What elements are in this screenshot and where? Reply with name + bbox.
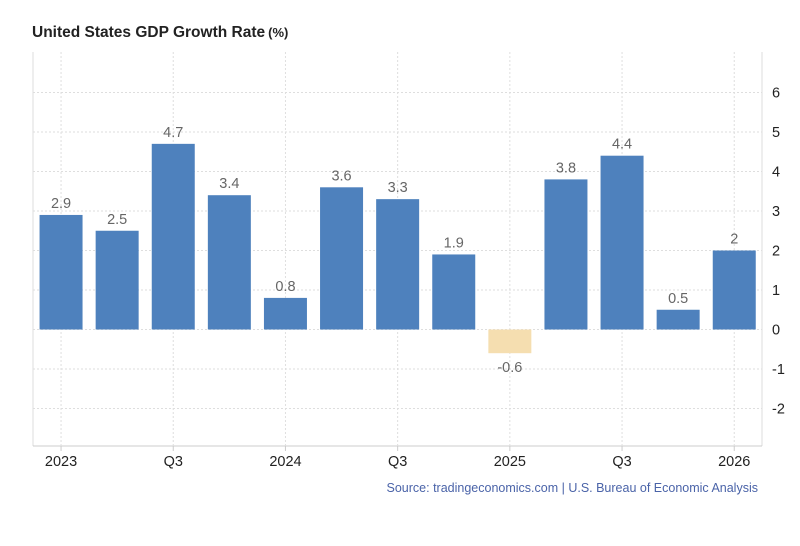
bar (207, 195, 251, 330)
x-axis: 2023 Q3 2024 Q3 2025 Q3 2026 (45, 454, 750, 470)
bar-layer (39, 143, 756, 354)
bar-value-label: 0.5 (668, 291, 688, 307)
bar-value-label: 3.8 (556, 160, 576, 176)
bar (432, 254, 476, 330)
y-tick-label: 0 (772, 323, 780, 339)
x-tick-label: 2026 (718, 454, 750, 470)
bar (263, 297, 307, 330)
x-tick-label: 2024 (269, 454, 301, 470)
bar-value-label: 2.9 (51, 196, 71, 212)
bar-value-label: 3.6 (331, 168, 351, 184)
bar (39, 214, 83, 330)
bar-value-label: 2 (730, 232, 738, 248)
x-tick-label: Q3 (388, 454, 407, 470)
source-note: Source: tradingeconomics.com | U.S. Bure… (386, 481, 758, 495)
x-tick-label: Q3 (612, 454, 631, 470)
y-tick-label: 3 (772, 204, 780, 220)
bar (544, 179, 588, 330)
bar (488, 329, 532, 354)
y-tick-label: -1 (772, 362, 785, 378)
y-tick-label: 5 (772, 125, 780, 141)
bar-value-label: 3.3 (388, 180, 408, 196)
bar (656, 309, 700, 330)
value-label-layer: 2.9 2.5 4.7 3.4 0.8 3.6 3.3 1.9 -0.6 3.8 4.4 0.5 2 (51, 125, 738, 376)
y-axis: 6 5 4 3 2 1 0 -1 -2 (772, 86, 785, 418)
y-tick-label: -2 (772, 402, 785, 418)
bar-value-label: 3.4 (219, 176, 239, 192)
bar-value-label: 4.7 (163, 125, 183, 141)
bar (95, 230, 139, 330)
bar (376, 199, 420, 330)
bar (712, 250, 756, 330)
bar-value-label: 1.9 (444, 235, 464, 251)
bar-value-label: 0.8 (275, 279, 295, 295)
chart-title-text: United States GDP Growth Rate (32, 24, 266, 41)
chart-title-unit: (%) (268, 25, 289, 40)
bar (600, 155, 644, 330)
y-tick-label: 6 (772, 86, 780, 102)
bar-value-label: 2.5 (107, 212, 127, 228)
bar-value-label: -0.6 (497, 360, 522, 376)
y-tick-label: 4 (772, 165, 780, 181)
y-tick-label: 1 (772, 283, 780, 299)
x-tick-label: 2023 (45, 454, 77, 470)
bar (151, 143, 195, 330)
x-tick-label: Q3 (164, 454, 183, 470)
y-tick-label: 2 (772, 244, 780, 260)
chart-title: United States GDP Growth Rate (%) (32, 24, 288, 42)
bar (320, 187, 364, 330)
x-tick-label: 2025 (494, 454, 526, 470)
bar-value-label: 4.4 (612, 137, 632, 153)
